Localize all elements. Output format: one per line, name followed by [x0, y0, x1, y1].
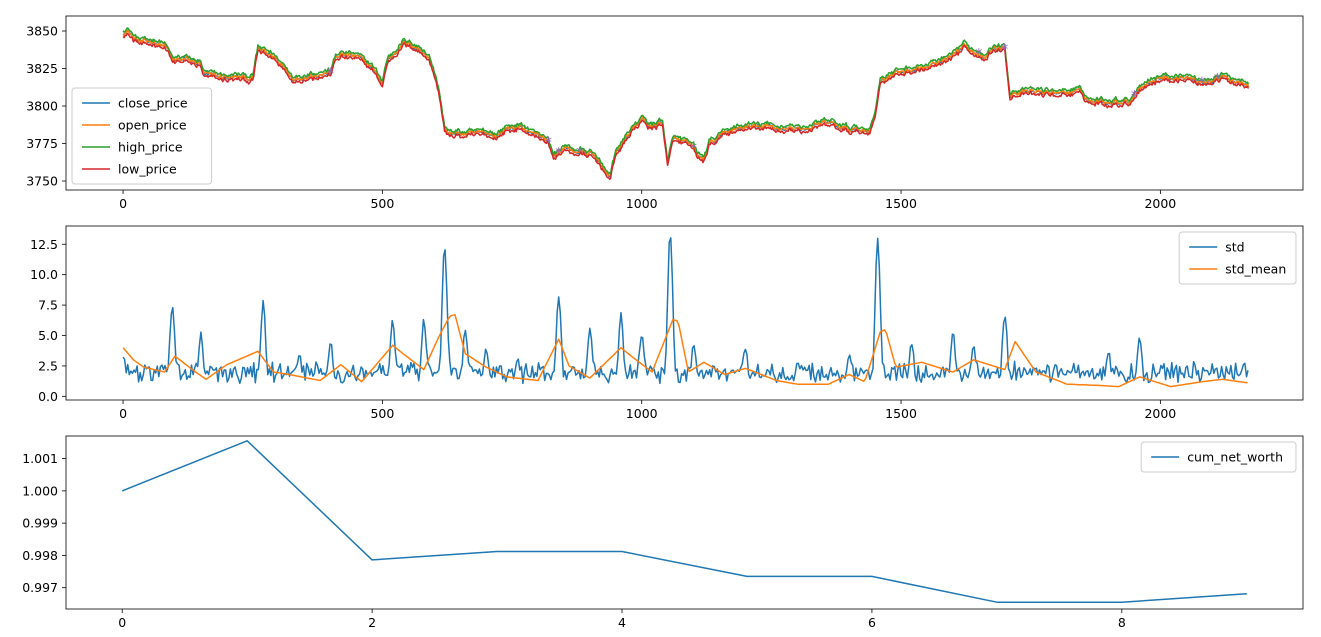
y-tick-label: 0.998 — [22, 548, 58, 563]
x-tick-label: 8 — [1118, 615, 1126, 630]
series-line-low-price — [122, 32, 1250, 180]
legend-label: close_price — [118, 96, 188, 111]
x-tick-label: 6 — [868, 615, 876, 630]
y-tick-label: 10.0 — [30, 267, 58, 282]
x-tick-label: 1000 — [626, 406, 658, 421]
x-tick-label: 1500 — [885, 406, 917, 421]
net-worth-chart: 0 2 4 6 8 0.997 0.998 0.999 1.000 1.001 cum_net_wo… — [22, 435, 1304, 630]
trade-marker: * — [545, 135, 552, 151]
y-tick-label: 0.0 — [38, 389, 58, 404]
legend-box — [71, 87, 213, 185]
y-tick-label: 3850 — [26, 24, 58, 39]
y-tick-label: 3800 — [26, 99, 58, 114]
legend-label: std — [1225, 240, 1244, 255]
plot-frame — [65, 225, 1304, 401]
x-tick-label: 2000 — [1144, 406, 1176, 421]
trade-marker: * — [690, 141, 697, 157]
series-line-std — [122, 237, 1249, 385]
y-tick-label: 7.5 — [38, 298, 58, 313]
x-tick-label: 4 — [618, 615, 626, 630]
x-tick-label: 2 — [368, 615, 376, 630]
x-tick-label: 0 — [119, 196, 127, 211]
plot-frame — [65, 15, 1304, 191]
legend-label: cum_net_worth — [1187, 450, 1283, 465]
y-tick-label: 12.5 — [30, 237, 58, 252]
trade-marker: * — [1001, 42, 1008, 58]
legend: cum_net_worth — [1140, 441, 1297, 473]
trade-marker: * — [1214, 72, 1221, 88]
legend-box — [1140, 441, 1297, 473]
trade-marker: * — [327, 66, 334, 82]
plot-frame — [65, 435, 1304, 610]
y-tick-label: 2.5 — [38, 358, 58, 373]
x-tick-label: 0 — [119, 406, 127, 421]
y-tick-label: 0.999 — [22, 516, 58, 531]
x-tick-label: 1500 — [885, 196, 917, 211]
legend: close_price open_price high_price low_price — [71, 87, 213, 185]
x-tick-label: 0 — [118, 615, 126, 630]
x-tick-label: 500 — [370, 196, 394, 211]
x-tick-label: 2000 — [1144, 196, 1176, 211]
x-tick-label: 1000 — [626, 196, 658, 211]
y-tick-label: 5.0 — [38, 328, 58, 343]
legend-box — [1178, 231, 1297, 285]
trade-marker: * — [975, 47, 982, 63]
trade-marker: * — [555, 146, 562, 162]
y-tick-label: 1.001 — [22, 451, 58, 466]
legend-label: open_price — [118, 118, 187, 133]
x-tick-label: 500 — [370, 406, 394, 421]
y-tick-label: 1.000 — [22, 483, 58, 498]
legend-label: low_price — [118, 162, 177, 177]
series-line-open-price — [122, 28, 1250, 177]
trade-marker: * — [1198, 75, 1205, 91]
series-line-std-mean — [122, 314, 1248, 388]
y-tick-label: 0.997 — [22, 580, 58, 595]
trade-marker: * — [576, 145, 583, 161]
legend: std std_mean — [1178, 231, 1297, 285]
legend-label: std_mean — [1225, 262, 1286, 277]
y-tick-label: 3750 — [26, 174, 58, 189]
y-tick-label: 3825 — [26, 61, 58, 76]
y-tick-label: 3775 — [26, 136, 58, 151]
series-line-high-price — [122, 27, 1250, 175]
series-line-cum-net-worth — [121, 440, 1247, 603]
trade-marker: * — [1131, 89, 1138, 105]
legend-label: high_price — [118, 140, 183, 155]
